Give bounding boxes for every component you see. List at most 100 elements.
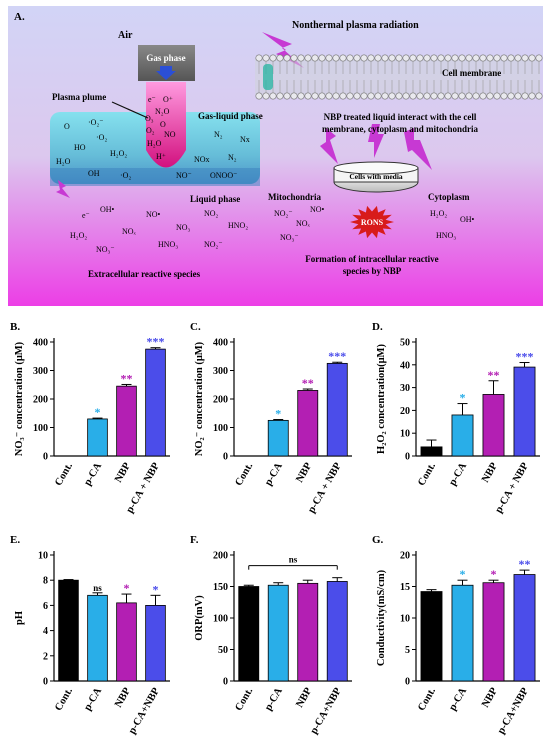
y-tick-label: 10 — [38, 551, 48, 562]
membrane-protein — [263, 64, 273, 90]
lipid-head — [346, 92, 354, 100]
y-tick-label: 20 — [400, 406, 410, 417]
lipid-head — [486, 54, 494, 62]
y-tick-label: 20 — [400, 551, 410, 562]
down-arrow-icon — [156, 66, 176, 80]
mito-species-2: NO• — [310, 205, 325, 214]
significance-label: * — [275, 407, 281, 421]
bar — [482, 394, 505, 457]
lipid-head — [311, 92, 319, 100]
y-axis-label: Conductivity(mS/cm) — [376, 569, 387, 666]
category-label: Cont. — [53, 461, 75, 488]
lipid-head — [374, 92, 382, 100]
bar — [297, 582, 319, 682]
significance-label: *** — [328, 349, 346, 363]
y-axis-label: NO₂⁻ concentration (μM) — [194, 341, 205, 456]
lipid-head — [388, 54, 396, 62]
bar — [267, 419, 289, 457]
gl-species-2: ·O₂⁻ — [88, 118, 103, 127]
lipid-head — [374, 54, 382, 62]
lipid-head — [353, 92, 361, 100]
nbp-interact-line-1: NBP treated liquid interact with the cel… — [324, 112, 477, 122]
plasma-plume-label: Plasma plume — [52, 92, 106, 102]
category-label: NBP — [480, 685, 500, 709]
y-tick-label: 8 — [43, 576, 48, 587]
panel-label: F. — [190, 534, 199, 546]
bar — [145, 605, 166, 682]
lipid-head — [507, 54, 515, 62]
lipid-head — [325, 54, 333, 62]
y-tick-label: 6 — [43, 601, 48, 612]
plume-species-6: O₂ — [146, 126, 155, 135]
lipid-head — [297, 54, 305, 62]
lipid-head — [276, 92, 284, 100]
y-tick-label: 10 — [400, 429, 410, 440]
y-tick-label: 100 — [213, 614, 228, 625]
bar — [145, 348, 166, 457]
category-label: NBP — [294, 685, 314, 709]
lipid-head — [297, 92, 305, 100]
lipid-head — [311, 54, 319, 62]
bracket-label: ns — [289, 555, 298, 565]
lipid-head — [451, 92, 459, 100]
lipid-head — [416, 54, 424, 62]
significance-label: * — [95, 405, 101, 419]
liq-species-4: NO₂ — [204, 209, 219, 218]
plume-species-3: N₂O — [155, 107, 170, 116]
gas-phase-label: Gas phase — [146, 53, 185, 63]
liq-species-3: NO• — [146, 210, 161, 219]
y-tick-label: 200 — [33, 395, 48, 406]
lipid-head — [269, 92, 277, 100]
lipid-head — [458, 54, 466, 62]
cytoplasm-label: Cytoplasm — [428, 192, 470, 202]
cells-with-media-label: Cells with media — [349, 172, 403, 181]
lipid-head — [521, 92, 529, 100]
category-label: NBP — [113, 685, 133, 709]
panel-label: G. — [372, 534, 384, 546]
bar — [420, 446, 443, 457]
panel-label: E. — [10, 534, 20, 546]
lipid-head — [381, 92, 389, 100]
lipid-head — [409, 92, 417, 100]
lipid-head — [304, 54, 312, 62]
lipid-head — [514, 54, 522, 62]
lipid-head — [395, 92, 403, 100]
bar — [513, 574, 536, 682]
lipid-head — [283, 54, 291, 62]
bar — [116, 602, 137, 682]
y-tick-label: 15 — [400, 582, 410, 593]
lipid-head — [528, 92, 536, 100]
rons-burst-icon — [350, 205, 394, 239]
gl-species-14: ONOO⁻ — [210, 171, 237, 180]
lipid-head — [276, 54, 284, 62]
category-label: Cont. — [416, 686, 438, 713]
gl-species-1: O — [64, 122, 70, 131]
mitochondria-label: Mitochondria — [268, 192, 321, 202]
liq-species-11: NO₂⁻ — [204, 240, 223, 249]
lipid-head — [325, 92, 333, 100]
panel-label: C. — [190, 321, 201, 333]
lipid-head — [493, 54, 501, 62]
liquid-phase-label: Liquid phase — [190, 194, 240, 204]
lipid-head — [416, 92, 424, 100]
cyto-species-3: HNO₃ — [436, 231, 456, 240]
extracellular-label: Extracellular reactive species — [88, 269, 201, 279]
chart-panel-c: C. 0 100 200 300 400 NO₂⁻ concentration (μM) Co… — [190, 321, 352, 515]
lipid-head — [486, 92, 494, 100]
y-tick-label: 0 — [405, 677, 410, 688]
lipid-head — [318, 54, 326, 62]
significance-label: *** — [147, 335, 165, 349]
bar — [87, 418, 108, 457]
y-tick-label: 200 — [213, 551, 228, 562]
lipid-head — [395, 54, 403, 62]
liq-species-1: e⁻ — [82, 211, 90, 220]
lipid-head — [437, 92, 445, 100]
y-tick-label: 2 — [43, 651, 48, 662]
significance-label: ** — [519, 557, 531, 571]
lipid-head — [339, 92, 347, 100]
mito-species-4: NO₃⁻ — [280, 233, 299, 242]
lipid-head — [458, 92, 466, 100]
y-tick-label: 400 — [33, 338, 48, 349]
panel-label: D. — [372, 321, 383, 333]
lipid-head — [423, 54, 431, 62]
